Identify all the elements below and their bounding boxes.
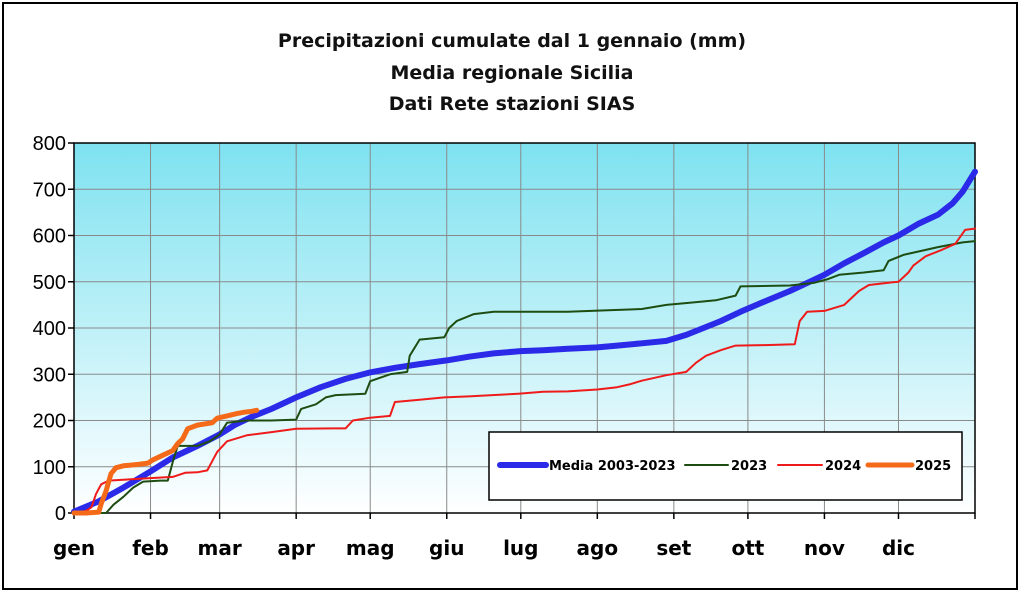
x-tick-label: ott [731, 536, 764, 560]
y-tick-label: 800 [33, 133, 66, 155]
series-group [71, 168, 978, 516]
x-tick-label: set [656, 536, 691, 560]
x-tick-label: nov [804, 536, 845, 560]
legend-label: Media 2003-2023 [549, 459, 676, 474]
x-tick-label: gen [53, 536, 95, 560]
legend-label: 2024 [825, 459, 861, 474]
x-tick-label: lug [503, 536, 538, 560]
x-tick-label: feb [132, 536, 169, 560]
x-tick-label: dic [882, 536, 915, 560]
y-tick-label: 500 [33, 272, 66, 294]
series-line-2024 [73, 227, 976, 514]
plot-border [73, 142, 976, 514]
axes: 0 100 200 300 400 500 600 700 800 gen feb mar apr mag… [33, 133, 976, 560]
chart-title-line-2: Media regionale Sicilia [390, 62, 634, 84]
y-tick-label: 100 [33, 457, 66, 479]
chart-title-line-1: Precipitazioni cumulate dal 1 gennaio (m… [277, 30, 747, 52]
legend-label: 2025 [915, 459, 951, 474]
y-tick-label: 200 [33, 411, 66, 433]
x-tick-label: ago [577, 536, 619, 560]
y-tick-label: 400 [33, 318, 66, 340]
y-tick-label: 600 [33, 226, 66, 248]
legend-label: 2023 [731, 459, 767, 474]
chart-title-line-3: Dati Rete stazioni SIAS [388, 93, 636, 115]
series-line-2023 [73, 240, 976, 514]
y-tick-label: 0 [55, 503, 66, 525]
x-tick-label: giu [429, 536, 464, 560]
x-tick-label: apr [277, 536, 315, 560]
legend: Media 2003-2023 2023 2024 2025 [488, 431, 963, 501]
y-tick-label: 700 [33, 179, 66, 201]
y-tick-label: 300 [33, 364, 66, 386]
series-line-media-2003-2023 [71, 168, 978, 515]
x-tick-label: mar [198, 536, 242, 560]
series-line-2025 [71, 407, 260, 516]
x-tick-label: mag [346, 536, 395, 560]
